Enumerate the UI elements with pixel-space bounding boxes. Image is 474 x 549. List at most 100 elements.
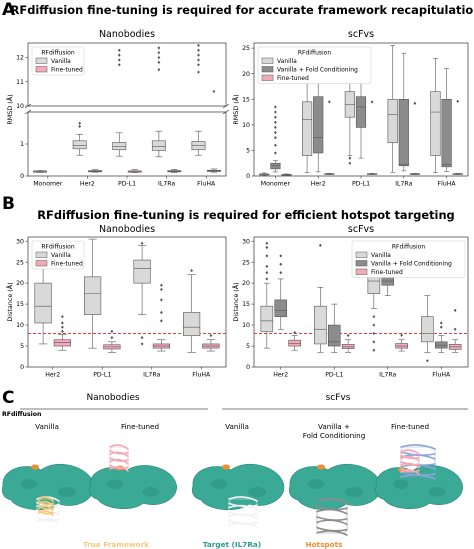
y-tick-label: 15 — [242, 96, 250, 103]
outlier-point — [157, 46, 161, 50]
outlier-point — [274, 115, 277, 119]
framework-nb-vanilla — [38, 496, 54, 516]
chart-b-nanobodies: Nanobodies Distance (Å) 0 5 10 15 20 25 30 Her2 PD… — [5, 224, 227, 379]
col-label-nb-finetuned: Fine-tuned — [121, 422, 159, 431]
panel-b-letter: B — [2, 194, 15, 214]
col-label-line: Vanilla + — [318, 422, 350, 431]
outlier-point — [370, 100, 374, 104]
outlier-point — [279, 262, 283, 266]
y-axis-label: Distance (Å) — [231, 282, 240, 321]
outlier-point — [327, 100, 331, 104]
ribbon-strand — [38, 500, 54, 507]
axis-break-mark — [222, 103, 230, 109]
x-tick-label: FluHA — [197, 181, 216, 188]
outlier-point — [453, 308, 457, 312]
outlier-point — [197, 70, 200, 74]
box-vanilla — [83, 276, 102, 315]
outlier-point — [274, 125, 277, 130]
y-tick-label: 1 — [20, 141, 24, 148]
axis-break-mark — [24, 109, 32, 115]
legend-swatch — [261, 57, 274, 64]
box-fine-tuned — [341, 344, 355, 349]
legend-title: RFdiffusion — [392, 244, 425, 251]
outlier-point — [61, 329, 64, 333]
chart-title: scFvs — [348, 29, 374, 40]
ribbon-strand — [316, 519, 348, 526]
surface-shadow — [393, 479, 409, 489]
outlier-point — [117, 53, 121, 57]
legend-entry: Vanilla — [51, 58, 71, 65]
panel-c: C Nanobodies scFvs RFdiffusion Vanilla F… — [1, 388, 468, 549]
target-surface-scfv-finetuned — [375, 465, 463, 509]
surface-shadow — [308, 479, 324, 489]
legend-swatch — [35, 66, 48, 73]
outlier-point — [293, 331, 297, 335]
y-tick-label: 30 — [16, 238, 24, 245]
outlier-point — [346, 333, 350, 338]
x-tick-label: PD-L1 — [325, 372, 343, 379]
box-vanilla — [421, 316, 434, 343]
outlier-point — [265, 241, 269, 245]
x-tick-label: Her2 — [45, 372, 60, 379]
legend-entry: Fine-tuned — [51, 261, 83, 268]
chart-a-scfvs: scFvs RMSD (Å) 0 5 10 15 20 25 Monomer Her2 PD-L1 I… — [231, 29, 469, 188]
hotspot-patch — [31, 464, 39, 470]
legend-entry: Fine-tuned — [51, 67, 83, 74]
col-label-nb-vanilla: Vanilla — [35, 422, 59, 431]
box-vanilla — [72, 140, 87, 150]
ribbon-strand — [400, 461, 420, 466]
outlier-point — [453, 327, 457, 331]
y-tick-label: 10 — [16, 322, 24, 329]
outlier-point — [140, 342, 144, 346]
axis-break-mark — [222, 109, 230, 115]
outlier-point — [160, 298, 163, 302]
ribbon-strand — [316, 530, 348, 536]
legend-entry: Fine-tuned — [371, 269, 403, 276]
outlier-point — [61, 325, 64, 329]
outlier-point — [197, 53, 200, 57]
outlier-point — [265, 271, 269, 275]
y-tick-label: 10 — [242, 122, 250, 129]
outlier-point — [197, 63, 200, 67]
chart-title: Nanobodies — [99, 29, 155, 40]
x-tick-label: Her2 — [273, 372, 288, 379]
chart-a-nanobodies: Nanobodies RMSD (Å) 10 11 12 0 1 Monomer Her2 PD-… — [5, 29, 230, 188]
y-tick-label: 0 — [246, 364, 250, 371]
y-tick-label: 5 — [246, 148, 250, 155]
outlier-point — [110, 329, 114, 333]
outlier-point — [61, 321, 64, 325]
outlier-point — [348, 161, 352, 165]
legend-swatch — [355, 268, 368, 275]
box-vanilla — [112, 142, 127, 151]
ribbon-strand — [109, 464, 129, 470]
outlier-point — [197, 58, 200, 62]
outlier-point — [279, 271, 283, 275]
panel-c-rfdiffusion-label: RFdiffusion — [2, 411, 41, 418]
outlier-point — [110, 336, 114, 340]
binder-scfv-fold — [316, 498, 348, 536]
legend-swatch — [355, 251, 368, 258]
outlier-point — [160, 287, 163, 292]
ribbon-strand — [109, 458, 129, 465]
hotspot-patch — [317, 464, 325, 470]
surface-shadow — [345, 487, 363, 497]
outlier-point — [413, 101, 417, 105]
y-tick-label: 20 — [16, 280, 24, 287]
col-label-line: Fine-tuned — [391, 422, 429, 431]
y-tick-label: 25 — [242, 45, 250, 52]
y-tick-label: 15 — [242, 301, 250, 308]
caption-true-framework: True Framework — [83, 540, 149, 549]
outlier-point — [439, 321, 443, 325]
col-label-scfv-vanilla: Vanilla — [225, 422, 249, 431]
framework-scfv-finetuned — [400, 449, 420, 475]
chart-title: scFvs — [348, 224, 374, 235]
legend-swatch — [35, 260, 48, 267]
box-vanilla — [260, 305, 274, 332]
outlier-point — [439, 325, 443, 329]
y-tick-label: 10 — [242, 322, 250, 329]
outlier-point — [372, 315, 376, 319]
outlier-point — [400, 333, 404, 337]
y-tick-label: 0 — [20, 364, 24, 371]
outlier-point — [372, 348, 376, 352]
x-tick-label: PD-L1 — [118, 181, 136, 188]
